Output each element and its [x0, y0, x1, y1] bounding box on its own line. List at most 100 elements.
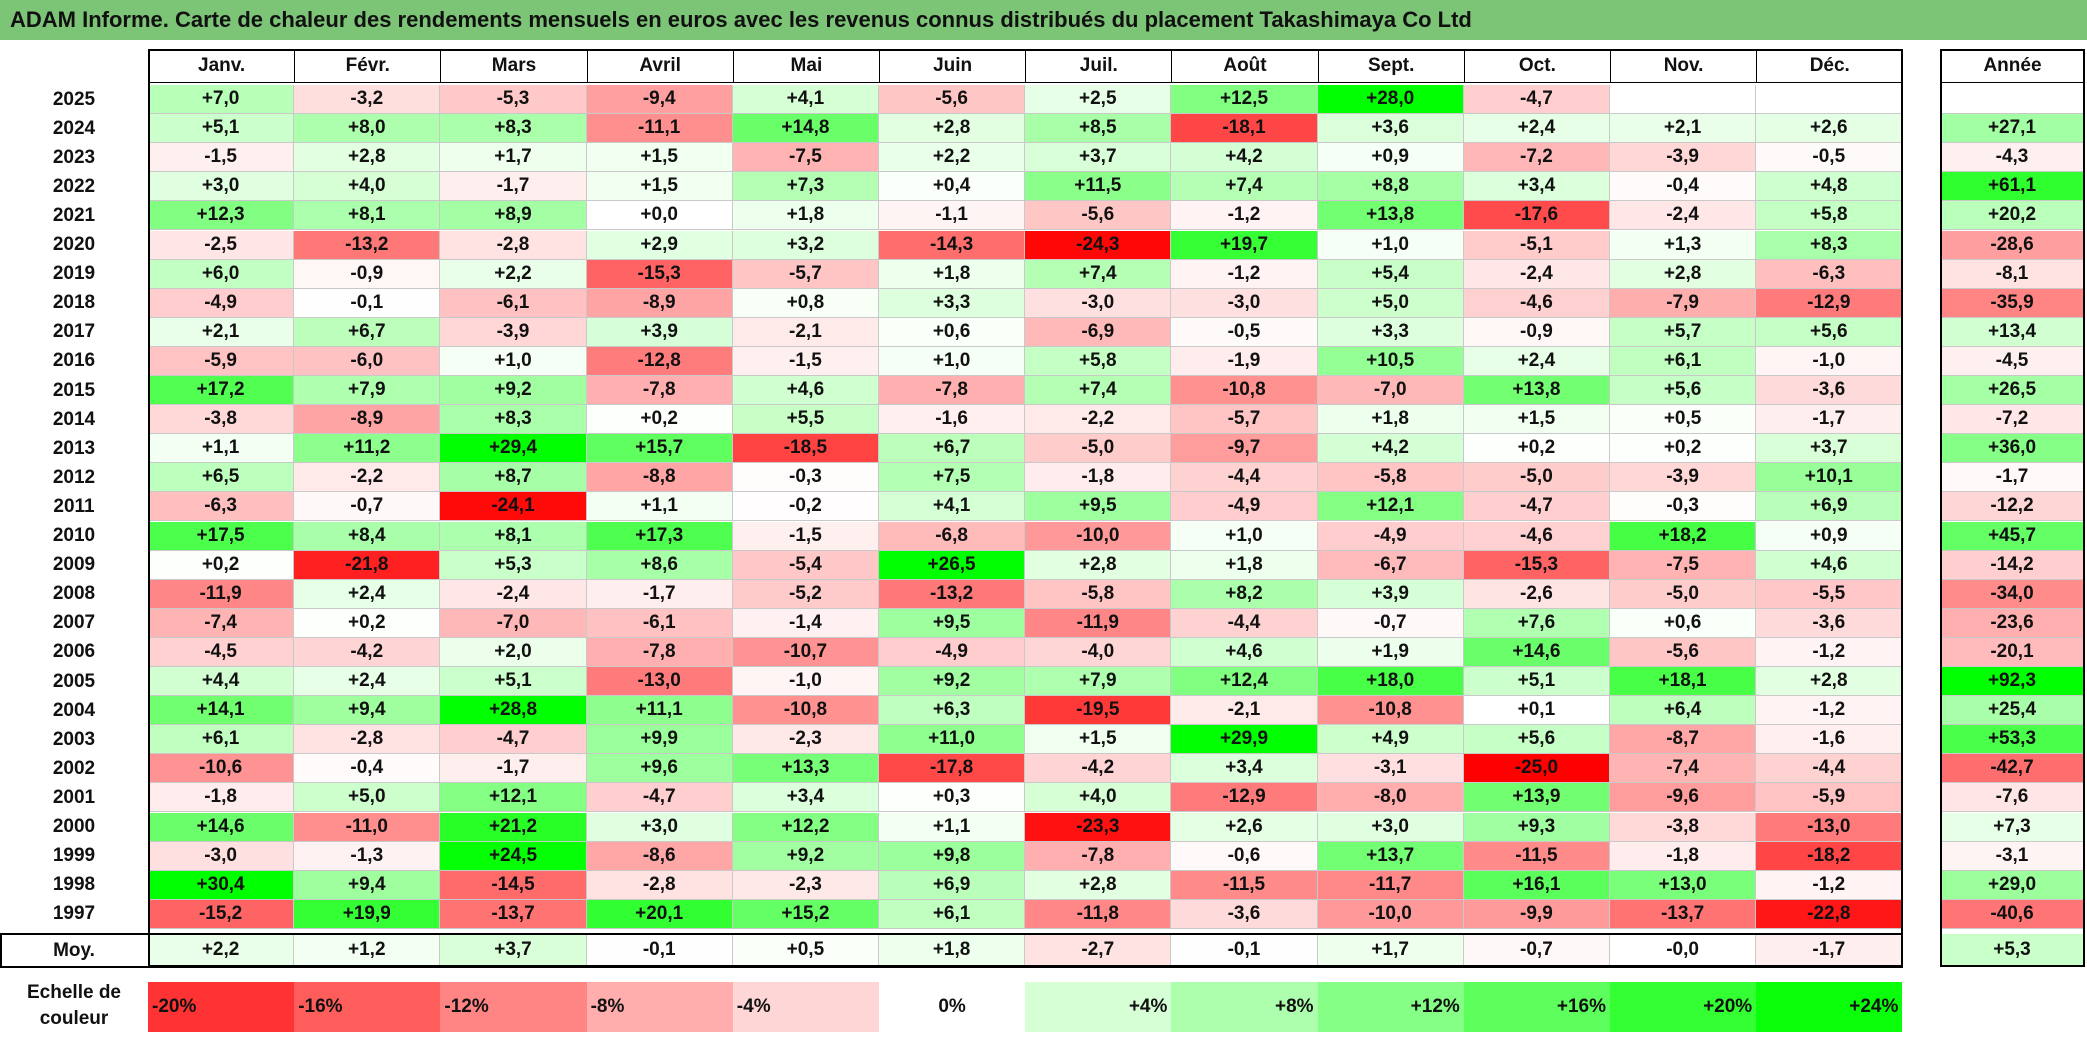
heat-cell: +21,2	[440, 812, 587, 842]
heat-cell: +15,7	[586, 434, 733, 464]
scale-step: -8%	[586, 982, 733, 1032]
heat-cell: +3,2	[732, 230, 879, 260]
heat-cell: +9,2	[440, 376, 587, 406]
heat-cell: -7,8	[879, 376, 1026, 406]
heat-cell: -6,7	[1317, 550, 1464, 580]
heat-cell: -13,7	[1610, 899, 1757, 929]
heat-cell: -4,7	[586, 783, 733, 813]
divider-line	[0, 933, 148, 935]
annual-cell: -34,0	[1940, 579, 2085, 609]
heat-cell: +2,8	[1025, 550, 1172, 580]
heat-cell: -2,3	[732, 870, 879, 900]
heat-cell: +13,8	[1463, 376, 1610, 406]
heat-cell: +4,6	[732, 376, 879, 406]
heat-cell: +7,4	[1025, 259, 1172, 289]
heat-cell: -1,5	[148, 143, 295, 173]
heat-cell: -15,3	[1463, 550, 1610, 580]
heat-cell: +2,2	[440, 259, 587, 289]
heat-cell: -5,6	[879, 85, 1026, 115]
heat-cell: -4,2	[294, 637, 441, 667]
heat-cell: -8,7	[1610, 725, 1757, 755]
annual-header: Année	[1940, 49, 2085, 83]
heat-cell: +28,8	[440, 696, 587, 726]
annual-cell: +27,1	[1940, 114, 2085, 144]
heat-cell: +15,2	[732, 899, 879, 929]
heat-cell: +8,9	[440, 201, 587, 231]
heat-cell: +28,0	[1317, 85, 1464, 115]
heat-cell: +7,5	[879, 463, 1026, 493]
month-header: Sept.	[1317, 49, 1465, 83]
heat-cell: +26,5	[879, 550, 1026, 580]
heat-cell: +8,1	[440, 521, 587, 551]
heat-cell: -4,5	[148, 637, 295, 667]
annual-cell: +13,4	[1940, 317, 2085, 347]
heat-cell: +4,8	[1756, 172, 1903, 202]
year-label: 2000	[52, 816, 96, 838]
annual-cell: +20,2	[1940, 201, 2085, 231]
heat-cell: -0,3	[732, 463, 879, 493]
heat-cell: -11,5	[1171, 870, 1318, 900]
heat-cell: -9,9	[1463, 899, 1610, 929]
heat-cell: +6,5	[148, 463, 295, 493]
heat-cell: -13,0	[586, 667, 733, 697]
heat-cell: +4,0	[294, 172, 441, 202]
scale-step: -4%	[732, 982, 879, 1032]
scale-step: +16%	[1463, 982, 1610, 1032]
year-label: 2021	[52, 204, 96, 226]
heat-cell: -18,5	[732, 434, 879, 464]
annual-cell: -40,6	[1940, 899, 2085, 929]
heat-cell: -6,3	[1756, 259, 1903, 289]
heat-cell: +2,9	[586, 230, 733, 260]
year-label: 2022	[52, 175, 96, 197]
annual-cell: +26,5	[1940, 376, 2085, 406]
heat-cell: +11,1	[586, 696, 733, 726]
heat-cell: -4,9	[1317, 521, 1464, 551]
heat-cell: -18,1	[1171, 114, 1318, 144]
annual-cell: -8,1	[1940, 259, 2085, 289]
heat-cell: +14,8	[732, 114, 879, 144]
heat-cell: +18,2	[1610, 521, 1757, 551]
heat-cell: -4,9	[879, 637, 1026, 667]
heat-cell: +5,8	[1756, 201, 1903, 231]
heat-cell: +1,0	[1317, 230, 1464, 260]
average-cell: +1,2	[294, 934, 441, 967]
month-header: Déc.	[1756, 49, 1904, 83]
scale-step: +4%	[1025, 982, 1172, 1032]
heat-cell: -4,7	[1463, 492, 1610, 522]
heat-cell: +0,0	[586, 201, 733, 231]
heat-cell: +8,0	[294, 114, 441, 144]
heat-cell: +1,3	[1610, 230, 1757, 260]
average-annual-cell: +5,3	[1940, 934, 2085, 967]
heat-cell: +7,6	[1463, 608, 1610, 638]
annual-cell: -3,1	[1940, 841, 2085, 871]
heat-cell: +2,4	[294, 667, 441, 697]
heat-cell: +17,3	[586, 521, 733, 551]
heat-cell: -4,4	[1756, 754, 1903, 784]
heat-cell: +3,4	[1463, 172, 1610, 202]
heat-cell: -3,6	[1171, 899, 1318, 929]
heat-cell: -5,7	[1171, 405, 1318, 435]
heat-cell: -4,2	[1025, 754, 1172, 784]
heat-cell: +0,1	[1463, 696, 1610, 726]
heat-cell: -6,9	[1025, 317, 1172, 347]
heat-cell: +8,3	[440, 405, 587, 435]
heat-cell: +24,5	[440, 841, 587, 871]
heat-cell: +9,2	[879, 667, 1026, 697]
heat-cell: -24,1	[440, 492, 587, 522]
heat-cell: +3,4	[732, 783, 879, 813]
heat-cell: -17,6	[1463, 201, 1610, 231]
heat-cell: +6,9	[1756, 492, 1903, 522]
heat-cell: -1,2	[1756, 637, 1903, 667]
heat-cell: +5,1	[148, 114, 295, 144]
annual-cell: -14,2	[1940, 550, 2085, 580]
heat-cell: +2,4	[294, 579, 441, 609]
heat-cell: -2,1	[732, 317, 879, 347]
heat-cell: -2,1	[1171, 696, 1318, 726]
scale-step: +8%	[1171, 982, 1318, 1032]
year-label: 2008	[52, 583, 96, 605]
heat-cell: -11,9	[148, 579, 295, 609]
heat-cell: -1,8	[1610, 841, 1757, 871]
heat-cell: +10,1	[1756, 463, 1903, 493]
heat-cell: -2,4	[1463, 259, 1610, 289]
annual-cell: +36,0	[1940, 434, 2085, 464]
